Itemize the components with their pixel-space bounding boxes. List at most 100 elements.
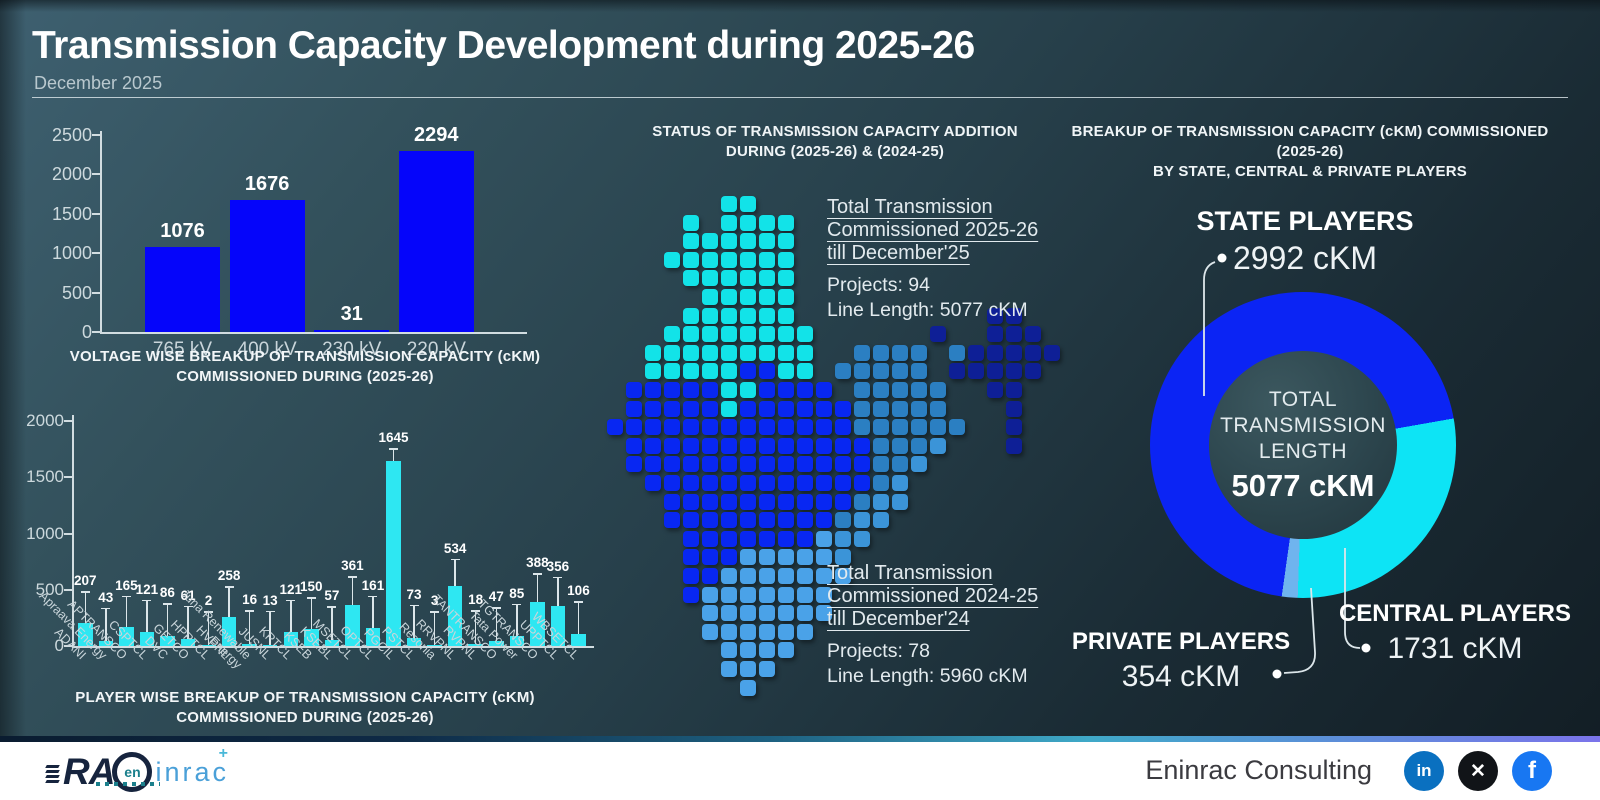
map-cell	[873, 437, 889, 454]
map-cell	[683, 437, 699, 454]
y-tick-mark	[92, 291, 100, 294]
map-cell	[683, 493, 699, 510]
map-cell	[778, 307, 794, 324]
map-cell	[816, 493, 832, 510]
error-bar-cap	[430, 611, 440, 613]
map-cell	[797, 456, 813, 473]
y-tick-mark	[92, 134, 100, 136]
map-cell	[873, 512, 889, 529]
error-bar-cap	[532, 573, 542, 575]
map-cell	[778, 326, 794, 343]
donut-center-label-line: TOTAL	[1268, 387, 1338, 411]
error-bar-cap	[347, 576, 357, 578]
annotation-projects: Projects: 94	[827, 274, 930, 296]
y-tick-label: 1500	[51, 203, 92, 224]
map-cell	[702, 289, 718, 305]
facebook-icon[interactable]: f	[1512, 751, 1552, 791]
map-cell	[759, 400, 775, 417]
bar	[571, 634, 586, 646]
map-cell	[873, 456, 889, 473]
map-cell	[797, 475, 813, 491]
error-bar-cap	[573, 601, 583, 603]
error-bar-cap	[162, 603, 172, 605]
map-cell	[835, 568, 851, 584]
error-bar-stem	[413, 604, 415, 638]
error-bar-stem	[290, 599, 292, 633]
bar	[119, 627, 134, 646]
map-cell	[683, 512, 699, 529]
map-cell	[721, 623, 737, 640]
error-bar-stem	[433, 611, 436, 645]
map-cell	[645, 456, 661, 473]
map-cell	[930, 382, 946, 398]
y-tick-label: 1500	[26, 467, 64, 487]
map-cell	[797, 437, 813, 454]
error-bar-stem	[84, 591, 86, 623]
x-twitter-icon[interactable]: ✕	[1458, 751, 1498, 791]
map-cell	[778, 623, 794, 640]
map-cell	[816, 568, 832, 584]
map-cell	[664, 419, 680, 436]
map-cell	[645, 475, 661, 491]
donut-center: TOTAL TRANSMISSION LENGTH 5077 cKM	[1209, 351, 1397, 539]
map-cell	[1006, 363, 1022, 380]
voltage-caption-line1: VOLTAGE WISE BREAKUP OF TRANSMISSION CAP…	[69, 348, 541, 365]
map-cell	[721, 307, 737, 324]
error-bar-cap	[450, 558, 460, 561]
error-bar-cap	[245, 610, 255, 612]
map-cell	[816, 456, 832, 473]
bar	[468, 643, 483, 646]
map-cell	[1025, 344, 1041, 361]
error-bar-stem	[310, 597, 313, 630]
bar	[180, 639, 196, 646]
annotation-projects: Projects: 78	[827, 640, 930, 662]
bar	[314, 329, 390, 332]
map-cell	[797, 512, 813, 529]
map-cell	[759, 456, 775, 473]
map-cell	[778, 456, 794, 473]
annotation-line-length: Line Length: 5077 cKM	[827, 299, 1028, 321]
map-cell	[835, 400, 851, 417]
bar	[139, 632, 155, 646]
bar-value-label: 3	[430, 593, 439, 609]
map-cell	[816, 382, 832, 398]
y-tick-mark	[92, 331, 100, 333]
map-cell	[740, 586, 756, 603]
map-cell	[892, 344, 908, 361]
map-cell	[778, 251, 794, 268]
bar	[201, 645, 216, 646]
error-bar-stem	[577, 601, 580, 635]
map-cell	[797, 568, 813, 584]
map-cell	[778, 363, 794, 380]
voltage-bar-chart: 0 500 1000 1500 2000 2500 1076 765 kV 1676 400 kV…	[20, 124, 580, 405]
map-cell	[683, 251, 699, 268]
map-cell	[626, 382, 642, 398]
map-cell	[1006, 419, 1022, 436]
bar-value-label: 121	[279, 581, 303, 597]
map-cell	[740, 344, 756, 361]
map-cell	[835, 437, 851, 454]
map-cell	[759, 605, 775, 622]
eninrac-logo[interactable]: RA en inrac +	[45, 745, 229, 793]
map-cell	[759, 437, 775, 454]
bar-value-label: 85	[509, 585, 525, 601]
linkedin-icon[interactable]: in	[1404, 751, 1444, 791]
map-cell	[949, 363, 965, 380]
donut-chart: TOTAL TRANSMISSION LENGTH 5077 cKM	[1150, 292, 1456, 598]
bar-value-label: 356	[546, 558, 570, 574]
error-bar-stem	[228, 586, 230, 617]
map-cell	[683, 586, 699, 603]
map-cell	[759, 233, 775, 250]
map-cell	[759, 251, 775, 268]
map-cell	[721, 344, 737, 361]
bar	[398, 151, 474, 332]
map-cell	[987, 382, 1003, 398]
map-cell	[797, 344, 813, 361]
map-cell	[854, 437, 870, 454]
map-cell	[607, 419, 623, 436]
map-cell	[721, 214, 737, 231]
map-cell	[740, 326, 756, 343]
error-bar-stem	[474, 610, 477, 644]
bar	[145, 247, 220, 332]
y-tick-label: 2000	[51, 164, 92, 185]
